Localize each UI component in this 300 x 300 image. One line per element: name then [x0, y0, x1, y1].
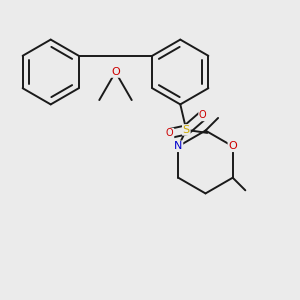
Text: S: S: [183, 125, 190, 135]
Text: O: O: [228, 141, 237, 151]
Text: O: O: [166, 128, 174, 139]
Text: O: O: [111, 67, 120, 77]
Text: N: N: [174, 141, 182, 151]
Text: O: O: [199, 110, 207, 121]
